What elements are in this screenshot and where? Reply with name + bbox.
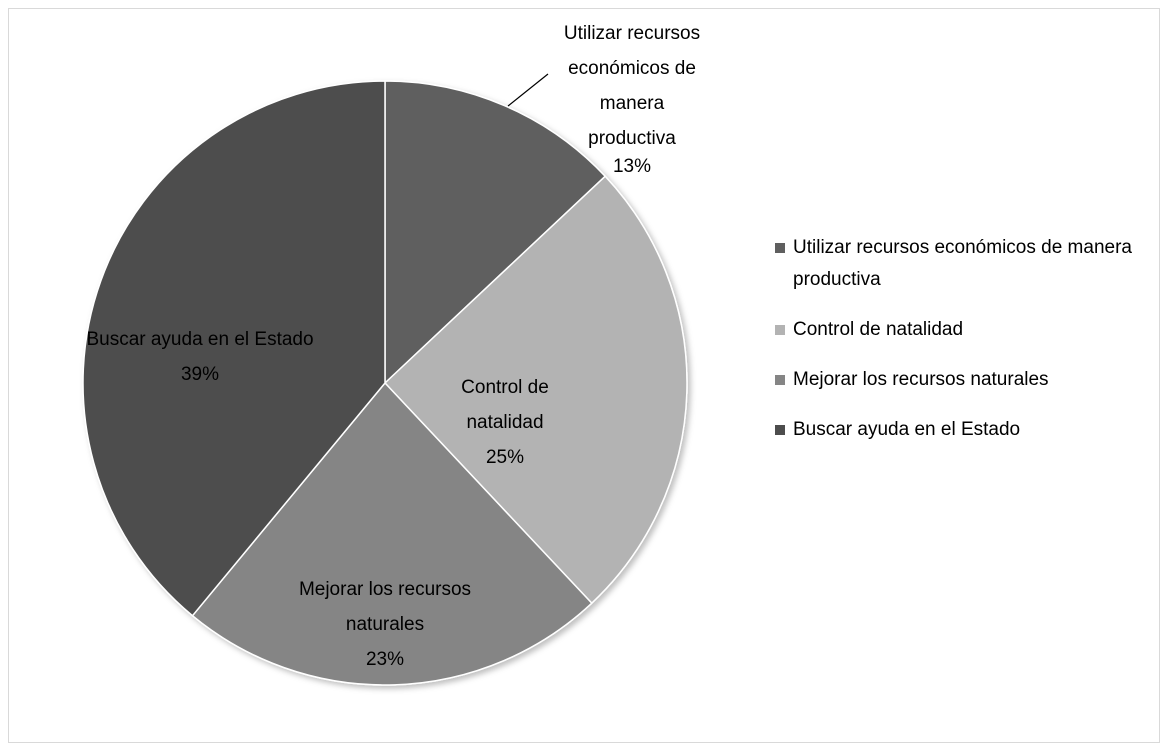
data-label: Control de natalidad 25% <box>430 370 580 475</box>
legend-text: Buscar ayuda en el Estado <box>793 419 1021 440</box>
legend-item: Mejorar los recursos naturales <box>775 364 1145 396</box>
legend-text: Control de natalidad <box>793 319 964 340</box>
data-label-value: 23% <box>365 649 405 670</box>
legend-text: Mejorar los recursos naturales <box>793 369 1049 390</box>
legend-swatch <box>775 243 785 253</box>
leader-line <box>507 73 549 107</box>
legend-item: Buscar ayuda en el Estado <box>775 414 1145 446</box>
legend-item: Utilizar recursos económicos de manera p… <box>775 232 1145 296</box>
pie <box>82 80 688 686</box>
data-label-value: 13% <box>612 156 652 177</box>
data-label: Buscar ayuda en el Estado 39% <box>85 322 315 392</box>
data-label-value: 25% <box>485 447 525 468</box>
data-label-name: Mejorar los recursos naturales <box>298 579 472 635</box>
pie-slice <box>384 80 607 385</box>
pie-slice <box>82 80 386 617</box>
legend-swatch <box>775 325 785 335</box>
data-label-name: Control de natalidad <box>461 377 549 433</box>
data-label: Utilizar recursos económicos de manera p… <box>562 16 702 178</box>
legend-item: Control de natalidad <box>775 314 1145 346</box>
legend-swatch <box>775 375 785 385</box>
legend-text: Utilizar recursos económicos de manera p… <box>793 237 1132 290</box>
chart-frame <box>8 8 1160 743</box>
data-label-name: Buscar ayuda en el Estado <box>86 329 314 350</box>
data-label: Mejorar los recursos naturales 23% <box>275 572 495 677</box>
data-label-name: Utilizar recursos económicos de manera p… <box>563 23 701 149</box>
legend: Utilizar recursos económicos de manera p… <box>775 232 1145 464</box>
data-label-value: 39% <box>180 364 220 385</box>
pie-slice <box>191 381 593 686</box>
pie-slice <box>383 175 688 605</box>
legend-swatch <box>775 425 785 435</box>
